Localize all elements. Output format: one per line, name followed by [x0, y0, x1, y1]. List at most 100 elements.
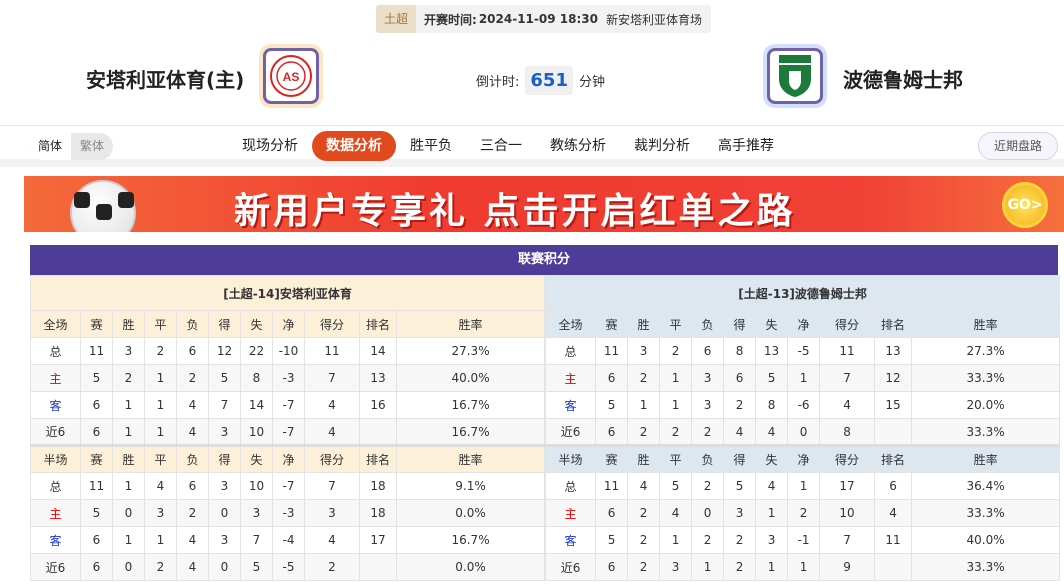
tab-7[interactable]: 高手推荐	[718, 138, 774, 154]
language-toggle: 简体 繁体	[29, 133, 114, 160]
half-header-row: 半场赛胜平负得失净得分 排名 胜率	[30, 444, 546, 473]
table-cell: 1	[787, 472, 821, 500]
column-header: 排名	[874, 444, 913, 473]
promo-banner[interactable]: 新用户专享礼 点击开启红单之路 GO>	[24, 176, 1064, 232]
table-cell: 6	[874, 472, 913, 500]
tab-5[interactable]: 教练分析	[550, 138, 606, 154]
table-cell: 5	[755, 364, 789, 392]
table-cell: 7	[819, 526, 876, 554]
football-icon	[70, 180, 136, 232]
away-team-name[interactable]: 波德鲁姆士邦	[843, 68, 963, 92]
tab-2[interactable]: 数据分析	[312, 131, 396, 161]
table-cell: -4	[272, 526, 305, 554]
table-cell: 6	[80, 553, 113, 581]
column-header: 净	[272, 444, 305, 473]
table-cell: 6	[691, 337, 725, 365]
column-header: 负	[176, 444, 209, 473]
table-cell: 11	[80, 337, 113, 365]
tab-3[interactable]: 胜平负	[410, 138, 452, 154]
table-cell: 7	[208, 391, 241, 419]
table-cell: 17	[819, 472, 876, 500]
table-cell: 7	[304, 472, 360, 500]
tab-6[interactable]: 裁判分析	[634, 138, 690, 154]
table-cell: 33.3%	[911, 418, 1061, 446]
column-header: 得分	[304, 310, 360, 338]
table-cell: 2	[723, 391, 757, 419]
table-cell: 15	[874, 391, 913, 419]
table-cell: -7	[272, 391, 305, 419]
table-cell: -7	[272, 472, 305, 500]
table-cell: 12	[208, 337, 241, 365]
table-cell: 11	[80, 472, 113, 500]
table-cell: 2	[659, 337, 693, 365]
table-cell: 4	[755, 418, 789, 446]
column-header: 得分	[819, 310, 876, 338]
table-cell: 1	[112, 526, 145, 554]
home-team-name[interactable]: 安塔利亚体育(主)	[86, 68, 245, 92]
table-row: 总 11 4 5 2 5 4 1 17 6 36.4%	[545, 472, 1061, 500]
table-cell: 4	[304, 418, 360, 446]
column-header: 净	[272, 310, 305, 338]
away-standings-table: [土超-13]波德鲁姆士邦 全场赛胜平负得失净得分 排名 胜率总 11 3 2 6 8 13 -5 1…	[545, 275, 1061, 581]
table-row: 近6 6 2 2 2 4 4 0 8 33.3%	[545, 418, 1061, 446]
away-team-logo[interactable]	[763, 44, 827, 108]
table-cell: 1	[112, 472, 145, 500]
table-cell: 11	[595, 337, 629, 365]
row-label: 主	[30, 364, 81, 392]
table-cell: 1	[755, 553, 789, 581]
row-label: 总	[545, 472, 597, 500]
home-team-logo[interactable]: AS	[259, 44, 323, 108]
table-cell: 4	[723, 418, 757, 446]
table-cell: 2	[723, 526, 757, 554]
table-cell: 2	[691, 526, 725, 554]
table-cell: -3	[272, 499, 305, 527]
league-badge[interactable]: 土超	[376, 5, 417, 33]
table-cell: 40.0%	[911, 526, 1061, 554]
table-cell: 1	[144, 364, 177, 392]
tab-1[interactable]: 现场分析	[242, 138, 298, 154]
table-cell: 1	[787, 553, 821, 581]
home-standings-table: [土超-14]安塔利亚体育 全场赛胜平负得失净得分 排名 胜率总 11 3 2 6 12 22 -1…	[29, 275, 546, 581]
table-cell: 5	[208, 364, 241, 392]
table-cell: 10	[240, 418, 273, 446]
venue: 新安塔利亚体育场	[605, 12, 702, 27]
table-cell: 1	[112, 418, 145, 446]
table-cell: 3	[691, 391, 725, 419]
table-cell: 4	[755, 472, 789, 500]
table-row: 客 6 1 1 4 3 7 -4 4 17 16.7%	[30, 526, 546, 554]
analysis-tabs: 现场分析 数据分析 胜平负 三合一 教练分析 裁判分析 高手推荐	[228, 131, 788, 161]
column-header: 负	[691, 310, 725, 338]
table-cell: 7	[240, 526, 273, 554]
row-label: 近6	[30, 418, 81, 446]
column-header: 得	[208, 444, 241, 473]
table-cell: 11	[595, 472, 629, 500]
table-cell: 0	[112, 553, 145, 581]
table-cell: 1	[755, 499, 789, 527]
row-label: 客	[30, 391, 81, 419]
table-cell: 4	[659, 499, 693, 527]
table-cell: 2	[176, 499, 209, 527]
column-header: 胜	[627, 310, 661, 338]
column-header: 胜	[627, 444, 661, 473]
traditional-chinese-button[interactable]: 繁体	[80, 139, 105, 153]
table-cell: 5	[723, 472, 757, 500]
table-row: 主 6 2 4 0 3 1 2 10 4 33.3%	[545, 499, 1061, 527]
tab-4[interactable]: 三合一	[480, 138, 522, 154]
table-row: 总 11 3 2 6 8 13 -5 11 13 27.3%	[545, 337, 1061, 365]
table-cell: -5	[787, 337, 821, 365]
table-cell: 2	[691, 472, 725, 500]
row-label: 近6	[545, 418, 597, 446]
table-cell: 4	[176, 391, 209, 419]
kickoff-time: 2024-11-09 18:30	[478, 12, 598, 26]
table-cell: 27.3%	[395, 337, 546, 365]
table-cell: 20.0%	[911, 391, 1061, 419]
go-button[interactable]: GO>	[1002, 182, 1048, 228]
table-cell: 8	[240, 364, 273, 392]
recent-handicap-button[interactable]: 近期盘路	[977, 132, 1058, 160]
full-header-row: 全场赛胜平负得失净得分 排名 胜率	[545, 310, 1061, 338]
table-cell: 4	[176, 526, 209, 554]
simplified-chinese-button[interactable]: 简体	[29, 133, 72, 160]
table-cell: 5	[595, 391, 629, 419]
row-label: 主	[545, 499, 597, 527]
table-cell: -6	[787, 391, 821, 419]
